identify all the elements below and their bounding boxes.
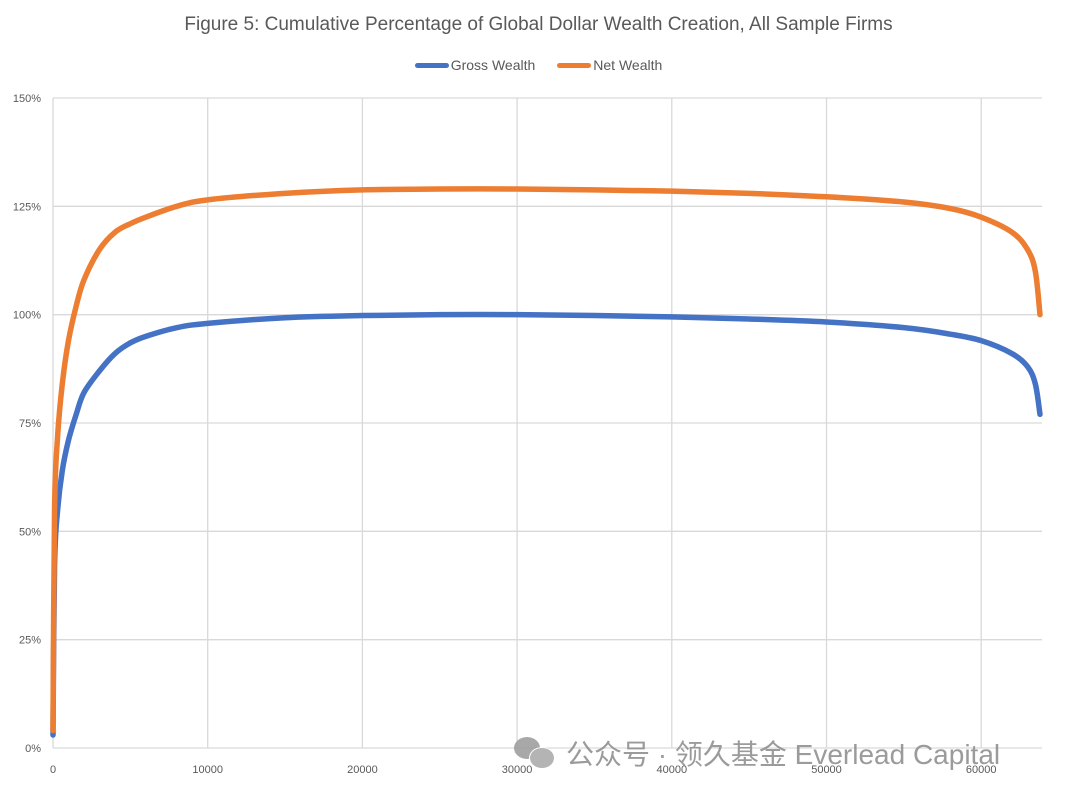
y-tick-label: 125% (13, 201, 41, 213)
net-wealth-swatch-icon (557, 62, 592, 68)
gridlines (52, 97, 1042, 749)
x-tick-label: 40000 (657, 764, 688, 776)
y-tick-label: 25% (19, 635, 41, 647)
legend-item-gross-wealth: Gross Wealth (414, 57, 536, 73)
series-line-gross-wealth (50, 311, 1043, 738)
x-tick-label: 60000 (966, 764, 997, 776)
gross-wealth-swatch-icon (414, 62, 449, 68)
wechat-icon (514, 735, 558, 771)
y-tick-label: 0% (25, 743, 41, 755)
legend: Gross Wealth Net Wealth (0, 57, 1077, 73)
x-tick-label: 10000 (192, 764, 223, 776)
y-tick-label: 150% (13, 93, 41, 105)
chart-title: Figure 5: Cumulative Percentage of Globa… (184, 14, 893, 35)
x-axis-ticks: 0 10000 20000 30000 40000 50000 60000 (50, 764, 997, 776)
x-tick-label: 20000 (347, 764, 378, 776)
x-tick-label: 50000 (811, 764, 842, 776)
x-tick-label: 0 (50, 764, 56, 776)
y-tick-label: 100% (13, 310, 41, 322)
legend-label: Net Wealth (593, 57, 663, 73)
series-lines (50, 186, 1043, 738)
y-tick-label: 75% (19, 418, 41, 430)
legend-item-net-wealth: Net Wealth (557, 57, 662, 73)
series-line-net-wealth (50, 186, 1043, 734)
x-tick-label: 30000 (502, 764, 533, 776)
watermark-text: 公众号 · 领久基金 Everlead Capital (566, 739, 1001, 770)
y-tick-label: 50% (19, 526, 41, 538)
legend-label: Gross Wealth (450, 57, 536, 73)
watermark: 公众号 · 领久基金 Everlead Capital (514, 733, 1000, 773)
y-axis-ticks: 0% 25% 50% 75% 100% 125% 150% (13, 93, 41, 755)
